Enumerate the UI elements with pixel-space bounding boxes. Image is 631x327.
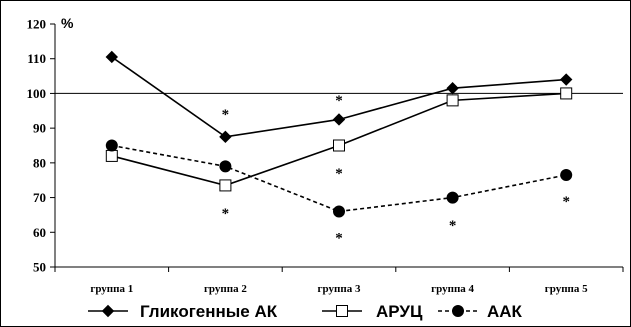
data-point-circle: [446, 191, 459, 204]
x-tick-label: группа 5: [545, 283, 588, 295]
x-tick-label: группа 2: [204, 283, 247, 295]
legend-marker-square: [336, 305, 348, 317]
series-1: [105, 50, 573, 144]
legend-marker-diamond: [101, 304, 115, 318]
y-axis-unit-label: %: [61, 15, 74, 31]
significance-marker: *: [335, 166, 343, 182]
legend-item-1: Гликогенные АК: [88, 302, 278, 321]
data-point-diamond: [446, 82, 459, 95]
legend-label: АРУЦ: [376, 302, 423, 321]
y-tick-label: 70: [33, 190, 46, 205]
significance-marker: *: [222, 107, 230, 123]
y-tick-label: 100: [27, 86, 47, 101]
significance-marker: *: [335, 230, 343, 246]
legend-item-3: ААК: [438, 302, 523, 321]
y-tick-label: 80: [33, 155, 46, 170]
data-point-square: [560, 87, 573, 100]
data-point-circle: [333, 205, 345, 218]
data-point-square: [333, 139, 345, 152]
x-tick-label: группа 4: [431, 283, 474, 295]
y-tick-label: 90: [33, 121, 46, 136]
data-point-diamond: [559, 73, 573, 86]
data-point-circle: [105, 139, 118, 152]
data-point-circle: [560, 169, 573, 182]
data-point-square: [105, 149, 118, 162]
significance-marker: *: [222, 206, 230, 222]
data-point-square: [446, 94, 459, 107]
significance-marker: *: [449, 218, 457, 234]
y-tick-label: 110: [27, 51, 46, 66]
data-point-circle: [219, 160, 232, 173]
data-point-square: [219, 179, 232, 192]
y-tick-label: 120: [27, 17, 47, 32]
series-3: [105, 139, 573, 218]
legend-item-2: АРУЦ: [322, 302, 423, 321]
legend-marker-circle: [452, 305, 464, 317]
y-tick-label: 60: [33, 225, 46, 240]
legend-label: ААК: [487, 302, 523, 321]
significance-marker: *: [335, 93, 343, 109]
series-2: [105, 87, 573, 192]
x-tick-label: группа 1: [90, 283, 133, 295]
data-point-diamond: [332, 113, 346, 126]
significance-marker: *: [562, 194, 570, 210]
x-tick-label: группа 3: [318, 283, 361, 295]
legend-label: Гликогенные АК: [140, 302, 278, 321]
y-tick-label: 50: [33, 260, 46, 275]
data-point-diamond: [105, 50, 119, 64]
data-point-diamond: [219, 130, 232, 144]
